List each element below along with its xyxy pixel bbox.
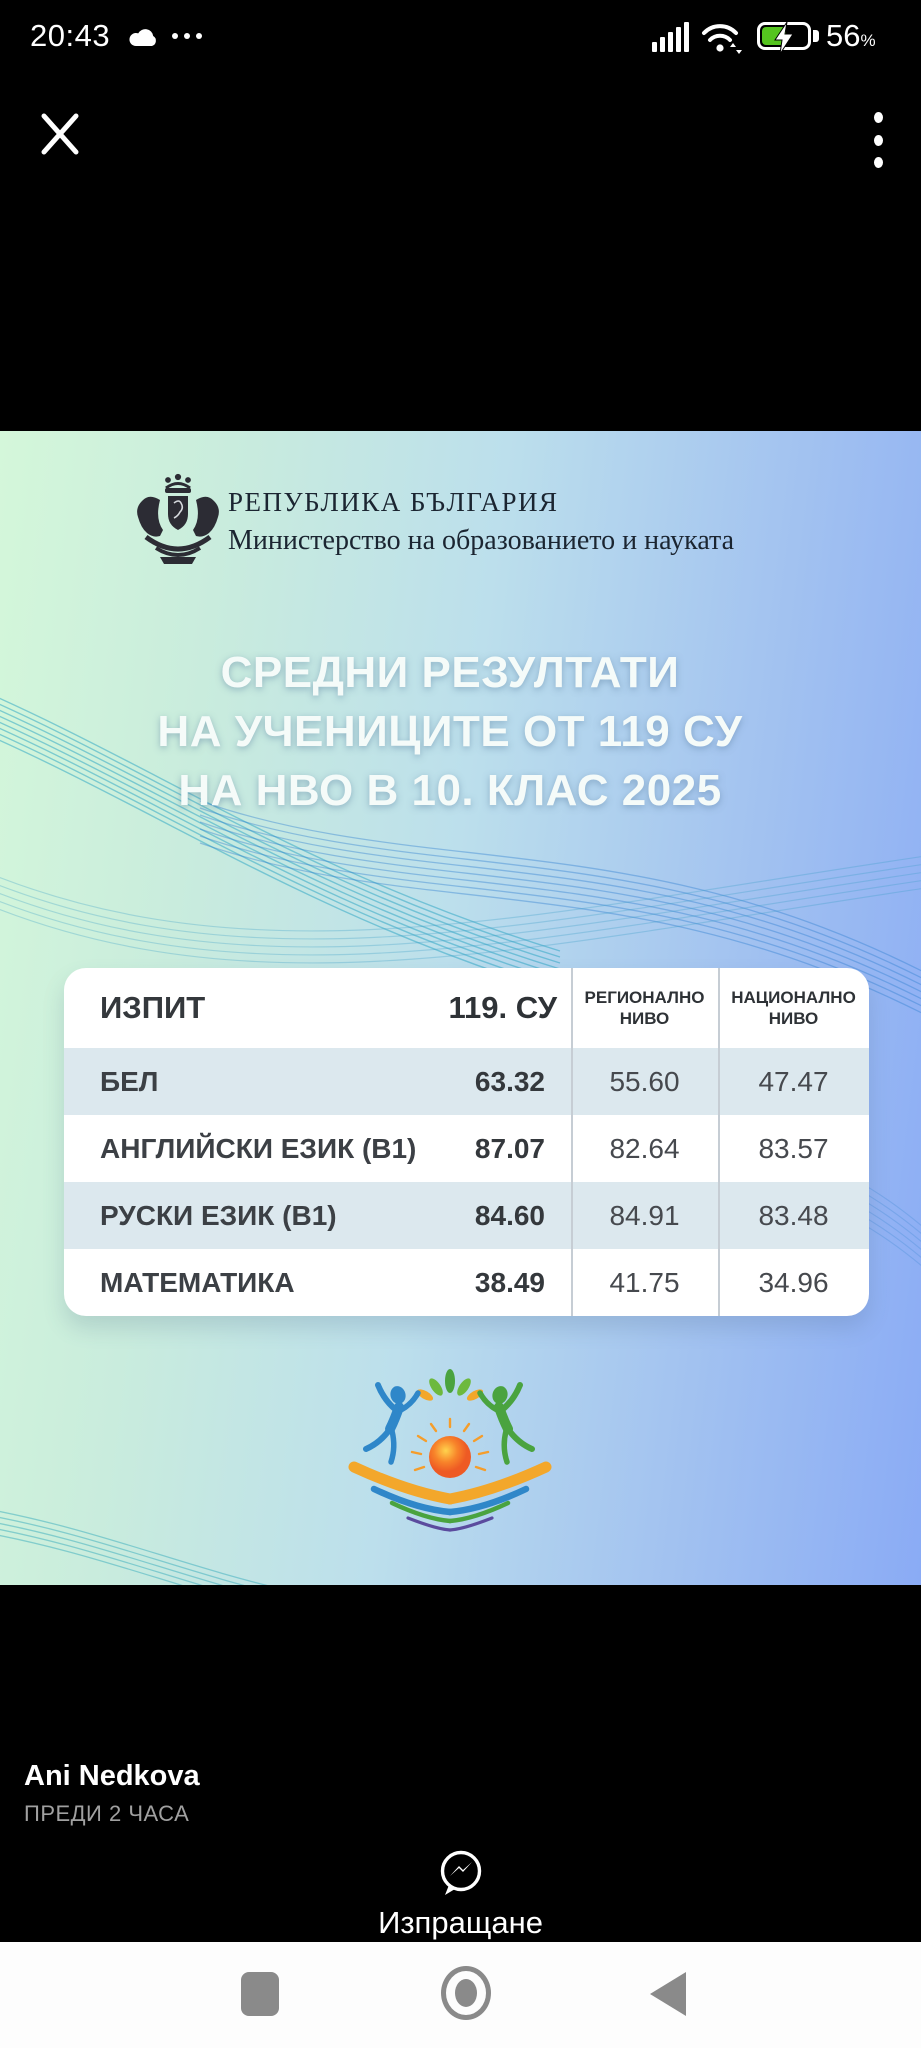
school-score: 63.32 [474,1066,545,1097]
regional-score: 82.64 [609,1133,680,1164]
overflow-menu-icon[interactable] [858,108,898,172]
header-regional: РЕГИОНАЛНО НИВО [584,988,705,1028]
battery-percent: 56% [826,18,876,53]
national-score: 83.57 [758,1133,829,1164]
notification-more-icon [172,33,202,39]
exam-name: БЕЛ [100,1066,159,1097]
cloud-icon [129,29,156,47]
table-row: АНГЛИЙСКИ ЕЗИК (B1) 87.07 82.64 83.57 [64,1115,869,1182]
author-name[interactable]: Ani Nedkova [24,1760,200,1792]
nav-recents-icon[interactable] [241,1972,279,2016]
national-score: 47.47 [758,1066,829,1097]
ministry-header: РЕПУБЛИКА БЪЛГАРИЯ Министерство на образ… [228,487,734,557]
table-row: РУСКИ ЕЗИК (B1) 84.60 84.91 83.48 [64,1182,869,1249]
bulgaria-coat-of-arms-icon [137,473,219,564]
battery-icon [757,21,811,55]
title-line-3: НА НВО В 10. КЛАС 2025 [178,766,722,815]
poster-title: СРЕДНИ РЕЗУЛТАТИ НА УЧЕНИЦИТЕ ОТ 119 СУ … [0,643,900,820]
header-exam: ИЗПИТ [100,990,206,1025]
messenger-icon [440,1850,481,1895]
exam-name: РУСКИ ЕЗИК (B1) [100,1200,337,1231]
shared-image[interactable]: РЕПУБЛИКА БЪЛГАРИЯ Министерство на образ… [0,431,921,1585]
battery-cap [813,30,819,42]
table-row: МАТЕМАТИКА 38.49 41.75 34.96 [64,1249,869,1316]
header-school: 119. СУ [448,990,558,1025]
results-table: БЕЛ 63.32 55.60 47.47 АНГЛИЙСКИ ЕЗИК (B1… [64,968,869,1316]
title-line-2: НА УЧЕНИЦИТЕ ОТ 119 СУ [157,707,743,756]
close-icon[interactable] [36,110,84,158]
header-national: НАЦИОНАЛНО НИВО [731,988,856,1028]
navigation-bar [0,1942,921,2048]
exam-name: АНГЛИЙСКИ ЕЗИК (B1) [100,1133,417,1164]
share-label: Изпращане [378,1905,543,1940]
regional-score: 55.60 [609,1066,680,1097]
ministry-name: Министерство на образованието и науката [228,525,735,556]
regional-score: 41.75 [609,1267,680,1298]
column-divider [571,968,573,1316]
wifi-icon [702,24,742,54]
national-score: 83.48 [758,1200,829,1231]
column-divider [718,968,720,1316]
school-score: 38.49 [474,1267,545,1298]
school-logo [348,1369,552,1532]
post-timestamp: ПРЕДИ 2 ЧАСА [24,1801,190,1826]
messenger-share-button[interactable]: Изпращане [0,1848,921,1941]
exam-name: МАТЕМАТИКА [100,1267,295,1298]
school-score: 84.60 [474,1200,545,1231]
table-header: ИЗПИТ 119. СУ РЕГИОНАЛНО НИВО НАЦИОНАЛНО… [64,968,869,1048]
table-row: БЕЛ 63.32 55.60 47.47 [64,1048,869,1115]
national-score: 34.96 [758,1267,829,1298]
clock: 20:43 [30,18,111,53]
regional-score: 84.91 [609,1200,680,1231]
school-score: 87.07 [474,1133,545,1164]
country-name: РЕПУБЛИКА БЪЛГАРИЯ [228,487,559,517]
signal-icon [652,22,689,52]
nav-home-icon[interactable] [441,1966,491,2020]
title-line-1: СРЕДНИ РЕЗУЛТАТИ [220,648,680,697]
nav-back-icon[interactable] [650,1972,686,2016]
